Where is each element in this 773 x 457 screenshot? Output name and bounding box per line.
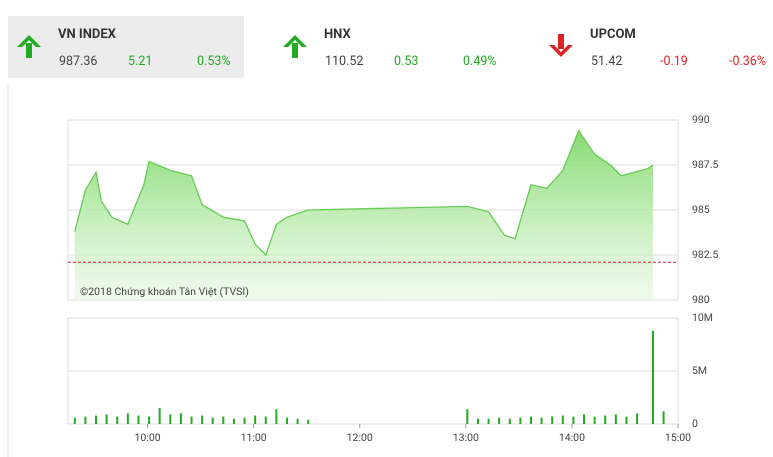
volume-bar (158, 408, 161, 424)
volume-bar (508, 418, 511, 424)
volume-bar (264, 416, 267, 424)
x-tick-label: 15:00 (665, 431, 691, 444)
volume-bar (285, 417, 288, 424)
volume-bar (476, 418, 479, 424)
volume-bar (498, 417, 501, 424)
arrow (283, 35, 307, 58)
arrow-icon (549, 34, 573, 57)
volume-bar (529, 416, 532, 424)
volume-bar (73, 417, 76, 424)
index-name: HNX (324, 27, 351, 42)
index-value: 110.52 (325, 54, 364, 69)
volume-bar (105, 414, 108, 424)
arrow (549, 34, 573, 57)
volume-bar (179, 413, 182, 424)
volume-bar (540, 417, 543, 424)
index-percent: 0.53% (197, 54, 231, 69)
volume-bar (232, 418, 235, 424)
volume-bar (651, 330, 654, 424)
volume-bar (487, 418, 490, 424)
volume-bar (551, 416, 554, 424)
index-change: 0.53 (394, 54, 419, 69)
area (74, 130, 654, 300)
volume-bar (583, 414, 586, 424)
volume-bar (275, 409, 278, 424)
volume-bar (211, 417, 214, 424)
volume-bar (614, 414, 617, 424)
x-tick-label: 14:00 (559, 431, 585, 444)
volume-bar (95, 415, 98, 424)
index-change: 5.21 (128, 54, 153, 69)
volume-bar (636, 413, 639, 424)
y-tick-label: 985 (692, 203, 710, 216)
volume-bar (519, 417, 522, 424)
volume-bar (307, 419, 310, 424)
y-tick-label: 982.5 (692, 248, 718, 261)
y-tick-label: 987.5 (692, 158, 718, 171)
volume-bar (604, 415, 607, 424)
volume-bar (116, 416, 119, 424)
volume-bar (201, 415, 204, 424)
index-name: UPCOM (590, 27, 636, 42)
volume-bar (466, 409, 469, 424)
volume-bar (126, 413, 129, 424)
volume-bar (190, 416, 193, 424)
volume-bar (625, 416, 628, 424)
index-card: HNX 110.52 0.53 0.49% (274, 16, 510, 78)
y-tick-label: 990 (692, 113, 710, 126)
index-change: -0.19 (660, 54, 688, 69)
volume-bar (137, 415, 140, 424)
volume-bar (593, 416, 596, 424)
y-tick-label: 5M (692, 364, 707, 377)
index-percent: 0.49% (463, 54, 497, 69)
y-tick-label: 0 (692, 417, 698, 430)
index-card: UPCOM 51.42 -0.19 -0.36% (540, 16, 773, 78)
x-tick-label: 11:00 (241, 431, 267, 444)
volume-bar (572, 416, 575, 424)
volume-bar (561, 415, 564, 424)
index-value: 51.42 (591, 54, 623, 69)
volume-bar (148, 416, 151, 424)
arrow-icon (17, 35, 41, 58)
price-line (74, 129, 654, 257)
volume-bar (662, 411, 665, 424)
x-tick-label: 10:00 (134, 431, 160, 444)
index-name: VN INDEX (58, 27, 116, 42)
index-card: VN INDEX 987.36 5.21 0.53% (8, 16, 244, 78)
volume-bar (254, 415, 257, 424)
x-tick-label: 12:00 (347, 431, 373, 444)
volume-bar (84, 416, 87, 424)
y-tick-label: 10M (692, 311, 713, 324)
index-percent: -0.36% (729, 54, 766, 69)
index-value: 987.36 (59, 54, 98, 69)
y-tick-label: 980 (692, 293, 710, 306)
volume-bar (296, 418, 299, 424)
volume-bar (243, 417, 246, 424)
volume-bar (169, 414, 172, 424)
annotation: ©2018 Chứng khoán Tân Việt (TVSI) (80, 285, 249, 298)
arrow (17, 35, 41, 58)
volume-bar (222, 416, 225, 424)
arrow-icon (283, 35, 307, 58)
x-tick-label: 13:00 (453, 431, 479, 444)
